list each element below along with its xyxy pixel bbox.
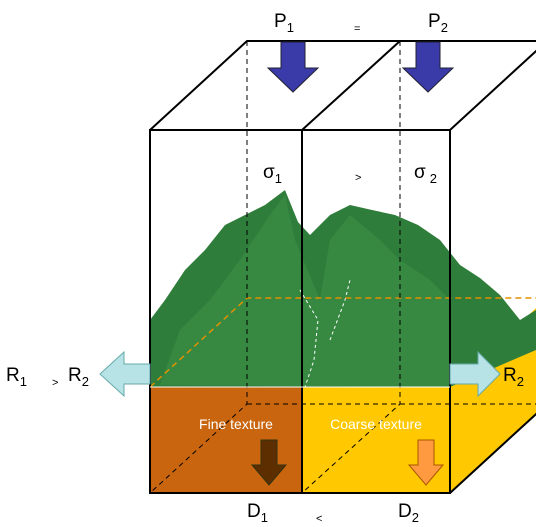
label-part: 2 — [412, 510, 419, 525]
label-part: σ — [263, 162, 275, 183]
label-part: σ — [414, 162, 426, 183]
label-lt: < — [316, 513, 322, 525]
label-gt: > — [355, 172, 361, 184]
label-part: 1 — [275, 171, 282, 186]
label-eq: = — [354, 23, 360, 35]
label-part: R — [6, 365, 20, 386]
label-d2: D2 — [398, 501, 419, 525]
label-sigma1: σ1 — [263, 162, 282, 186]
label-part: 1 — [287, 20, 294, 35]
label-p2: P2 — [428, 11, 448, 35]
label-p1: P1 — [274, 11, 294, 35]
page: {"labels": { "p1": {"main": "P", "sub": … — [0, 0, 536, 527]
label-r1: R1 — [6, 365, 27, 389]
label-part: 2 — [82, 374, 89, 389]
label-r2-left: R2 — [68, 365, 89, 389]
label-part: 2 — [517, 374, 524, 389]
label-part: R — [503, 365, 517, 386]
label-part: P — [274, 11, 287, 32]
label-coarse: Coarse texture — [330, 416, 422, 432]
arrow-r1 — [100, 352, 150, 396]
arrow-p1 — [268, 42, 318, 92]
fine-soil — [150, 387, 302, 493]
arrow-p2 — [403, 42, 453, 92]
label-fine: Fine texture — [199, 416, 273, 432]
label-part: 1 — [261, 510, 268, 525]
label-part: P — [428, 11, 441, 32]
label-part: D — [398, 501, 412, 522]
label-part: D — [247, 501, 261, 522]
label-gt-r: > — [52, 377, 58, 389]
label-part: 2 — [441, 20, 448, 35]
label-part: R — [68, 365, 82, 386]
label-part: 1 — [20, 374, 27, 389]
label-d1: D1 — [247, 501, 268, 525]
label-part: 2 — [430, 171, 437, 186]
diagram: P1 = P2 σ1 > σ2 R1 > R2 R2 Fine texture … — [0, 0, 536, 527]
